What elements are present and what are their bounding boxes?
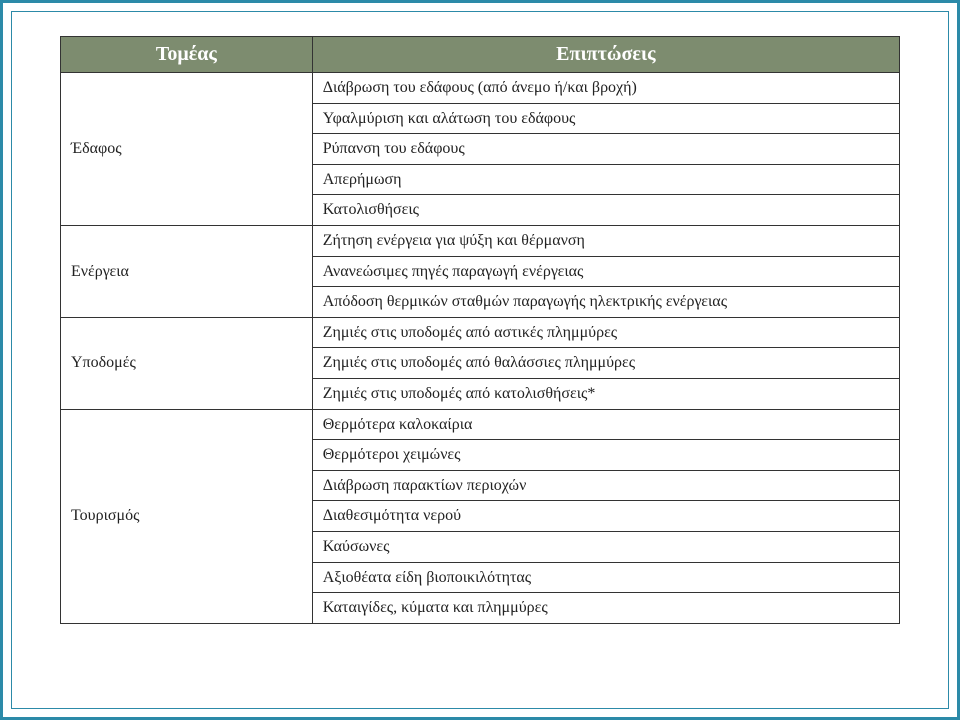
impact-cell: Διαθεσιμότητα νερού: [312, 501, 899, 532]
impact-cell: Ζημιές στις υποδομές από κατολισθήσεις*: [312, 378, 899, 409]
impact-cell: Ζημιές στις υποδομές από θαλάσσιες πλημμ…: [312, 348, 899, 379]
sector-cell-energy: Ενέργεια: [61, 225, 313, 317]
impact-cell: Καύσωνες: [312, 531, 899, 562]
header-sector: Τομέας: [61, 37, 313, 73]
impact-cell: Αξιοθέατα είδη βιοποικιλότητας: [312, 562, 899, 593]
impact-cell: Θερμότεροι χειμώνες: [312, 440, 899, 471]
impact-cell: Ζημιές στις υποδομές από αστικές πλημμύρ…: [312, 317, 899, 348]
table-row: Ενέργεια Ζήτηση ενέργεια για ψύξη και θέ…: [61, 225, 900, 256]
slide-inner-frame: Τομέας Επιπτώσεις Έδαφος Διάβρωση του εδ…: [11, 11, 949, 709]
table-body: Έδαφος Διάβρωση του εδάφους (από άνεμο ή…: [61, 73, 900, 624]
impacts-table: Τομέας Επιπτώσεις Έδαφος Διάβρωση του εδ…: [60, 36, 900, 624]
table-row: Έδαφος Διάβρωση του εδάφους (από άνεμο ή…: [61, 73, 900, 104]
impact-cell: Υφαλμύριση και αλάτωση του εδάφους: [312, 103, 899, 134]
impact-cell: Ανανεώσιμες πηγές παραγωγή ενέργειας: [312, 256, 899, 287]
sector-cell-soil: Έδαφος: [61, 73, 313, 226]
table-row: Τουρισμός Θερμότερα καλοκαίρια: [61, 409, 900, 440]
impact-cell: Απόδοση θερμικών σταθμών παραγωγής ηλεκτ…: [312, 287, 899, 318]
slide-outer-frame: Τομέας Επιπτώσεις Έδαφος Διάβρωση του εδ…: [0, 0, 960, 720]
header-impact: Επιπτώσεις: [312, 37, 899, 73]
table-row: Υποδομές Ζημιές στις υποδομές από αστικέ…: [61, 317, 900, 348]
impact-cell: Καταιγίδες, κύματα και πλημμύρες: [312, 593, 899, 624]
impact-cell: Απερήμωση: [312, 164, 899, 195]
sector-cell-infrastructure: Υποδομές: [61, 317, 313, 409]
impact-cell: Ρύπανση του εδάφους: [312, 134, 899, 165]
impact-cell: Κατολισθήσεις: [312, 195, 899, 226]
impact-cell: Θερμότερα καλοκαίρια: [312, 409, 899, 440]
impact-cell: Διάβρωση του εδάφους (από άνεμο ή/και βρ…: [312, 73, 899, 104]
sector-cell-tourism: Τουρισμός: [61, 409, 313, 623]
table-header-row: Τομέας Επιπτώσεις: [61, 37, 900, 73]
impact-cell: Διάβρωση παρακτίων περιοχών: [312, 470, 899, 501]
impact-cell: Ζήτηση ενέργεια για ψύξη και θέρμανση: [312, 225, 899, 256]
